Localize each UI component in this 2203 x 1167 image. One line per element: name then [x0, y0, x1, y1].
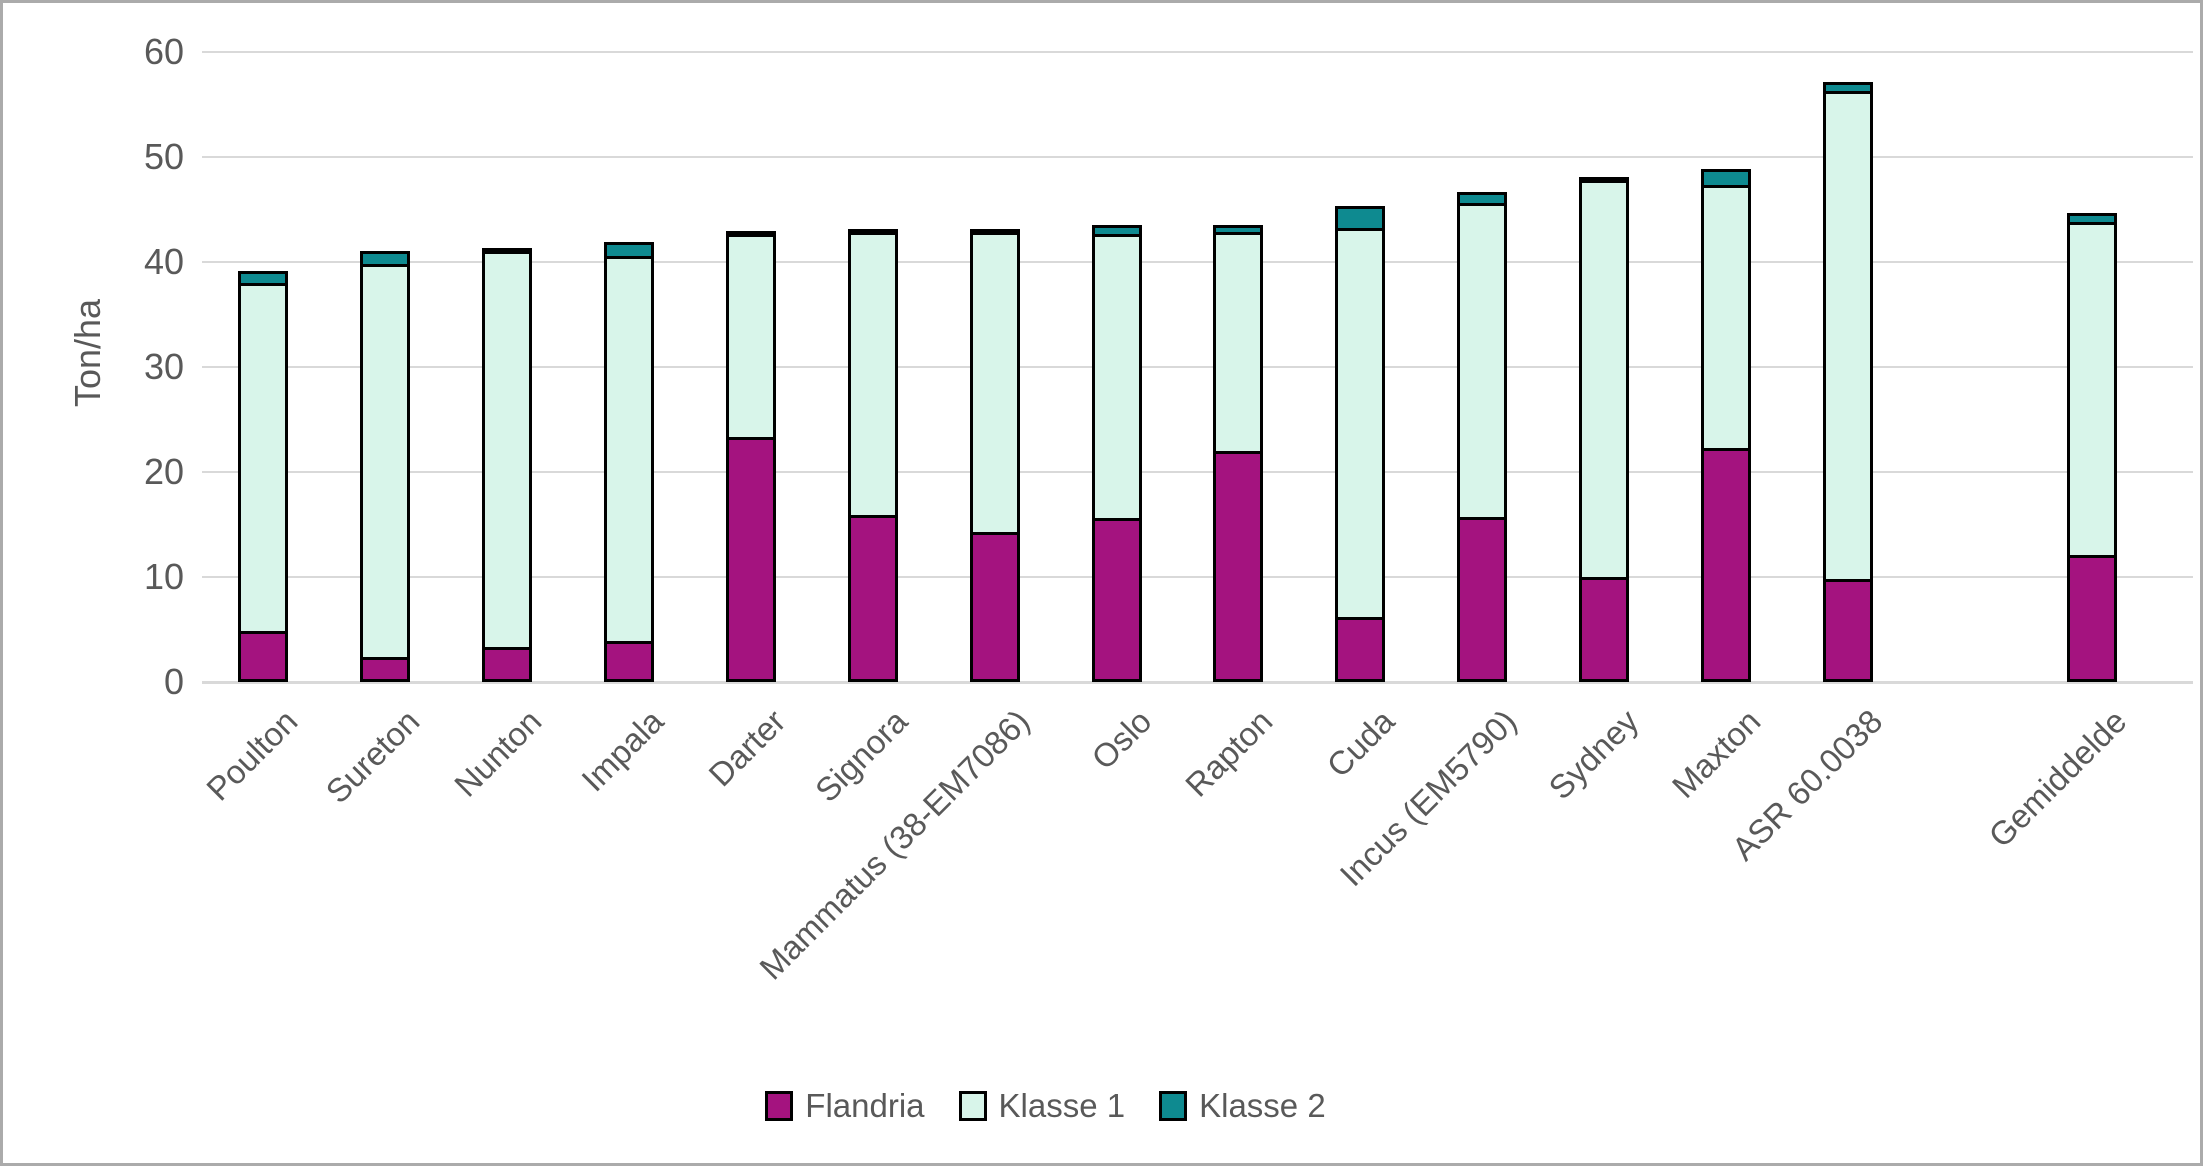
- bar-segment-flandria: [2067, 555, 2117, 682]
- bar-segment-klasse-2: [604, 242, 654, 259]
- legend-item-klasse-1: Klasse 1: [958, 1087, 1126, 1124]
- bar-segment-klasse-2: [482, 248, 532, 254]
- bar-segment-flandria: [238, 631, 288, 682]
- gridline: [202, 156, 2193, 158]
- y-tick-label: 60: [143, 31, 184, 72]
- bar-segment-klasse-1: [2067, 222, 2117, 558]
- gridline: [202, 366, 2193, 368]
- bar-segment-klasse-1: [1823, 91, 1873, 582]
- legend-item-flandria: Flandria: [765, 1087, 925, 1124]
- bar-segment-klasse-2: [970, 229, 1020, 235]
- bar-segment-klasse-2: [360, 251, 410, 267]
- bar-segment-flandria: [1213, 451, 1263, 682]
- legend-label: Flandria: [805, 1087, 925, 1124]
- bar-segment-flandria: [1823, 579, 1873, 682]
- legend: Flandria Klasse 1 Klasse 2: [3, 1089, 2200, 1122]
- bar-segment-klasse-1: [1092, 234, 1142, 521]
- bar-segment-flandria: [1335, 617, 1385, 682]
- gridline: [202, 261, 2193, 263]
- legend-swatch-icon: [958, 1090, 987, 1121]
- bar-segment-klasse-2: [1823, 82, 1873, 94]
- bar-segment-flandria: [970, 532, 1020, 682]
- bar-segment-flandria: [848, 515, 898, 682]
- bar-segment-klasse-1: [726, 233, 776, 440]
- bar-segment-flandria: [726, 437, 776, 682]
- bar-segment-klasse-2: [1457, 192, 1507, 206]
- bar-segment-flandria: [482, 647, 532, 682]
- bar-segment-flandria: [1579, 577, 1629, 682]
- y-tick-label: 10: [143, 556, 184, 597]
- bar-segment-klasse-2: [848, 229, 898, 235]
- bar-segment-klasse-2: [1701, 169, 1751, 188]
- bar-segment-klasse-1: [1579, 179, 1629, 580]
- y-tick-label: 50: [143, 136, 184, 177]
- bar-segment-flandria: [604, 641, 654, 682]
- plot-area: 0 10 20 30 40 50 60 Ton/ha Poulton Sureton Nunto…: [3, 3, 2200, 1163]
- bar-segment-klasse-1: [1701, 185, 1751, 451]
- y-tick-label: 30: [143, 346, 184, 387]
- bar-segment-klasse-2: [1213, 225, 1263, 235]
- legend-item-klasse-2: Klasse 2: [1159, 1089, 1326, 1122]
- legend-label: Klasse 2: [1199, 1087, 1326, 1124]
- y-axis-title: Ton/ha: [67, 298, 108, 408]
- bar-segment-klasse-1: [604, 256, 654, 644]
- bar-segment-klasse-1: [1213, 232, 1263, 454]
- gridline: [202, 51, 2193, 53]
- bar-segment-klasse-1: [848, 231, 898, 518]
- legend-label: Klasse 1: [998, 1087, 1126, 1124]
- bar-segment-flandria: [360, 657, 410, 682]
- y-tick-label: 40: [143, 241, 184, 282]
- bar-segment-klasse-1: [1335, 228, 1385, 620]
- gridline: [202, 471, 2193, 473]
- bar-segment-klasse-2: [1092, 225, 1142, 237]
- bar-segment-klasse-2: [726, 231, 776, 237]
- bar-segment-klasse-2: [2067, 213, 2117, 225]
- bar-segment-klasse-1: [238, 283, 288, 634]
- gridline: [202, 576, 2193, 578]
- bar-segment-klasse-2: [238, 271, 288, 286]
- bar-segment-klasse-1: [360, 264, 410, 660]
- bar-segment-klasse-1: [482, 250, 532, 650]
- bar-segment-flandria: [1457, 517, 1507, 682]
- bar-segment-klasse-1: [1457, 203, 1507, 520]
- bar-segment-flandria: [1701, 448, 1751, 682]
- y-tick-label: 20: [143, 451, 184, 492]
- x-axis-line: [202, 680, 2193, 684]
- bar-segment-klasse-2: [1335, 206, 1385, 231]
- y-tick-label: 0: [163, 661, 184, 702]
- bar-segment-klasse-1: [970, 231, 1020, 535]
- bar-segment-flandria: [1092, 518, 1142, 682]
- bar-segment-klasse-2: [1579, 177, 1629, 183]
- legend-swatch-icon: [765, 1090, 794, 1121]
- legend-swatch-icon: [1159, 1090, 1188, 1121]
